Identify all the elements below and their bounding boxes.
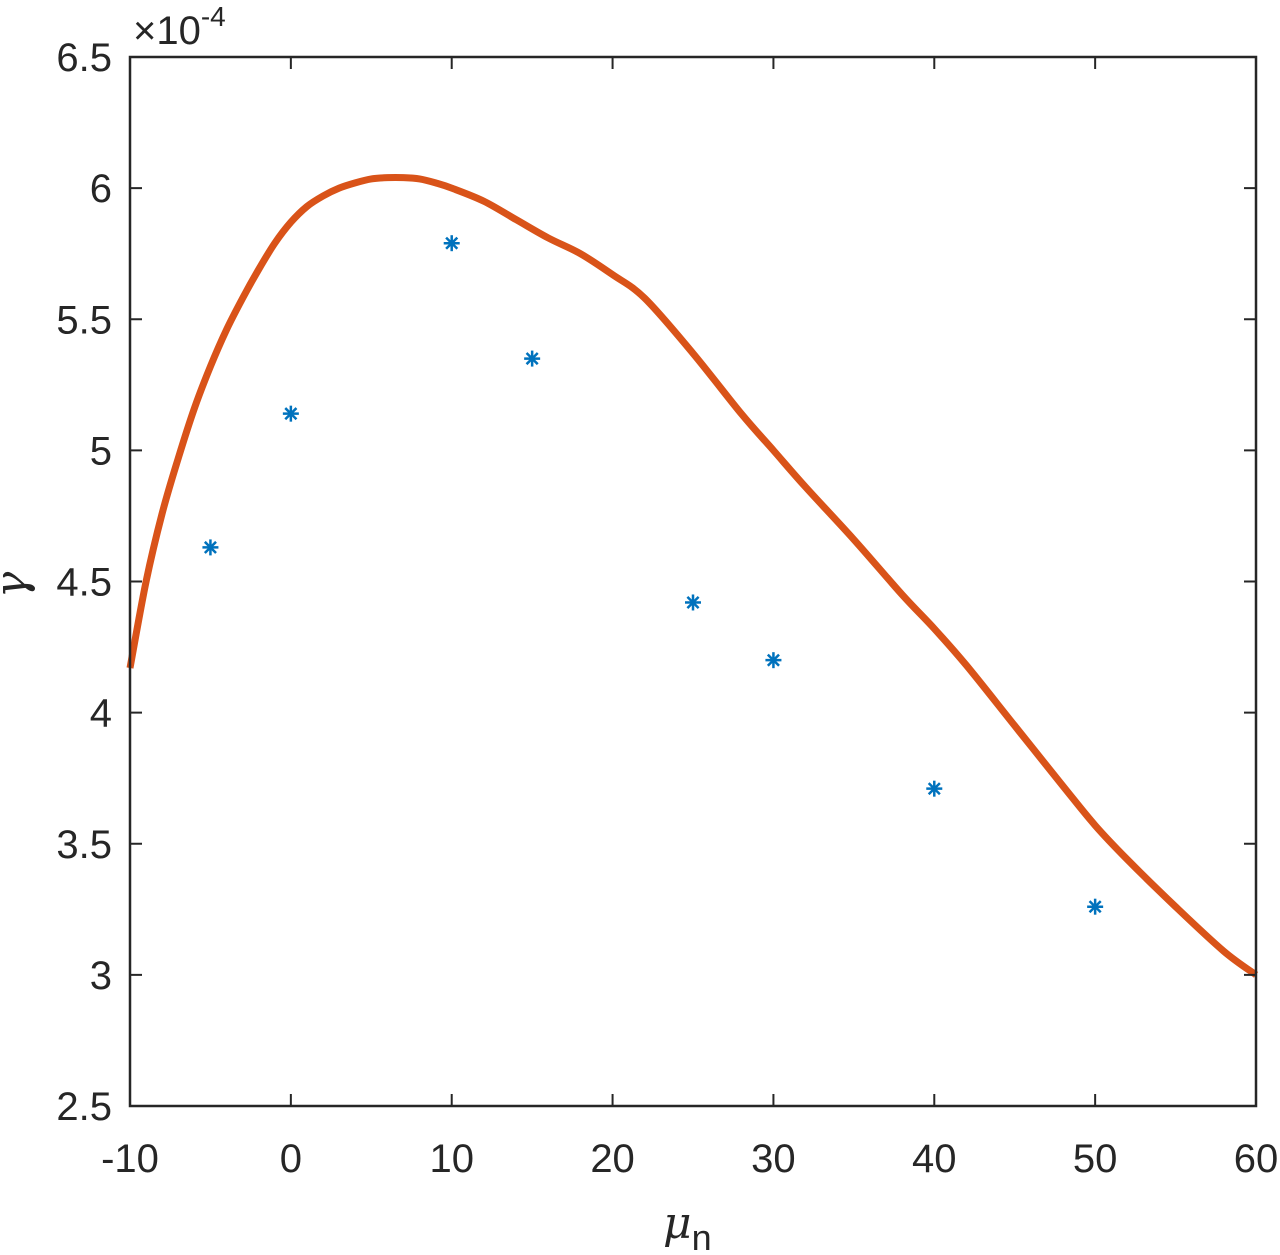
asterisk-marker [926, 780, 943, 797]
x-tick-label: 20 [590, 1137, 635, 1181]
y-tick-label: 4.5 [56, 561, 112, 605]
y-tick-label: 2.5 [56, 1085, 112, 1129]
y-axis-label: γ [0, 571, 37, 598]
asterisk-marker [685, 594, 701, 611]
y-tick-label: 4 [90, 692, 112, 736]
series-layer [126, 173, 1259, 978]
y-tick-label: 6.5 [56, 36, 112, 80]
x-tick-label: 30 [751, 1137, 796, 1181]
x-tick-label: 10 [429, 1137, 474, 1181]
asterisk-marker [202, 539, 219, 556]
y-tick-label: 3 [90, 954, 112, 998]
asterisk-marker [443, 235, 460, 252]
y-exponent-label: ×10-4 [133, 1, 226, 53]
asterisk-marker [1087, 898, 1104, 915]
x-tick-label: 50 [1073, 1137, 1118, 1181]
x-tick-label: -10 [101, 1137, 159, 1181]
y-tick-label: 6 [90, 167, 112, 211]
y-tick-label: 5.5 [56, 298, 112, 342]
axes [128, 55, 1258, 1108]
y-tick-label: 5 [90, 429, 112, 473]
asterisk-marker [282, 405, 299, 422]
x-tick-label: 40 [912, 1137, 957, 1181]
x-tick-label: 60 [1234, 1137, 1279, 1181]
tick-labels: -10 0 10 20 30 40 50 60 2.5 3 3.5 4 4.5 5 5.5 6 6.5 [56, 36, 1278, 1181]
y-tick-label: 3.5 [56, 823, 112, 867]
x-tick-label: 0 [280, 1137, 302, 1181]
asterisk-marker [524, 350, 541, 367]
x-axis-label: μn [663, 1198, 712, 1255]
model-curve-line [126, 173, 1259, 978]
asterisk-marker [765, 652, 782, 669]
